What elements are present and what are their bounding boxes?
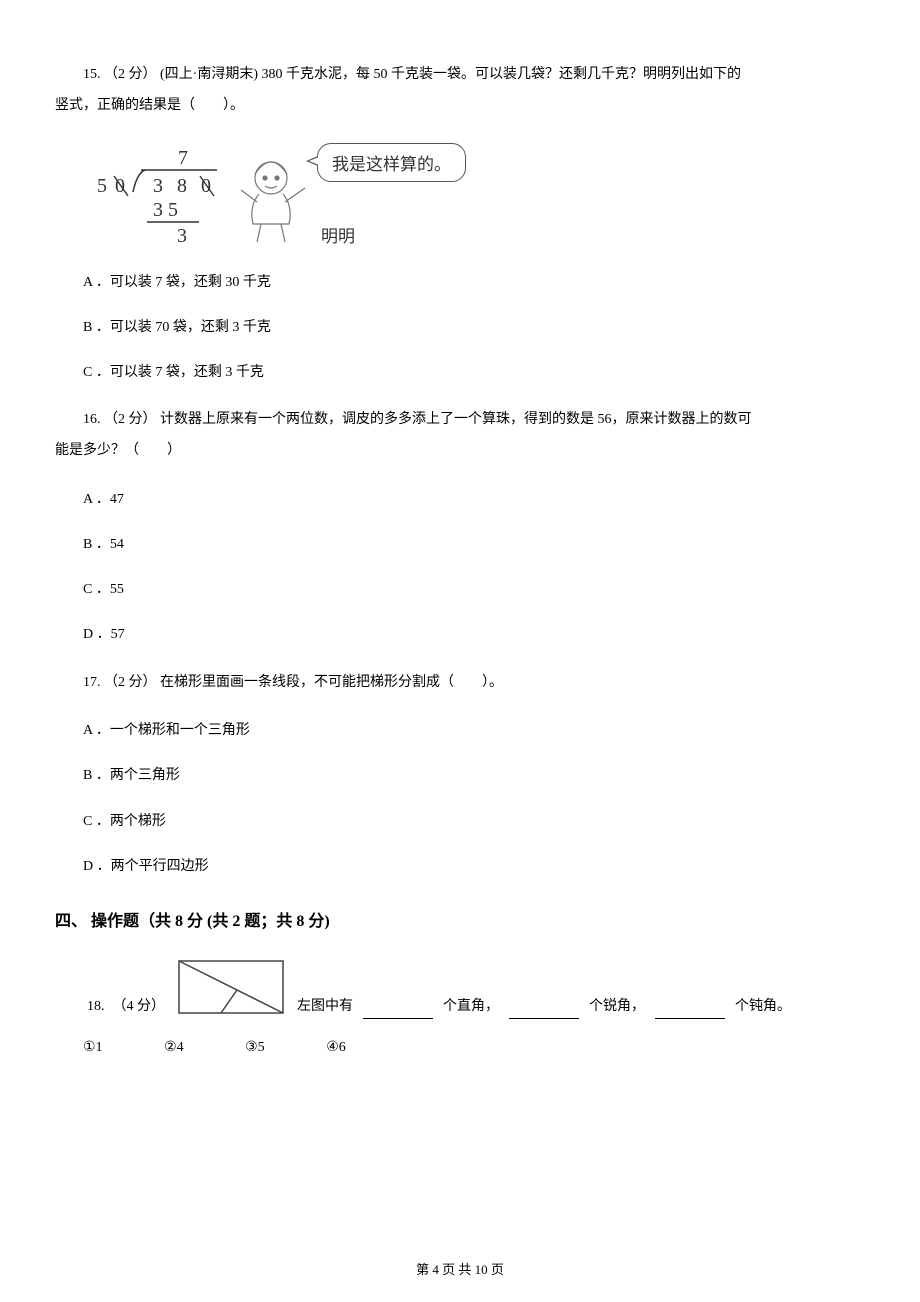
q18-opt2: ②4 <box>164 1040 184 1055</box>
dividend-0-strike: 0 <box>201 175 211 197</box>
child-name-label: 明明 <box>321 222 355 247</box>
q18-opt4: ④6 <box>326 1040 346 1055</box>
q18-figure <box>173 955 289 1019</box>
section4-title: 四、 操作题（共 8 分 (共 2 题；共 8 分) <box>55 907 865 931</box>
q16-points: （2 分） <box>104 412 157 427</box>
page-footer: 第 4 页 共 10 页 <box>0 1259 920 1278</box>
q17-label: 17. <box>83 675 101 690</box>
q16-option-b: B ．54 <box>83 532 865 557</box>
q18-blank3[interactable] <box>655 1005 725 1019</box>
q15-label: 15. <box>83 67 101 82</box>
dividend-3: 3 <box>153 175 163 197</box>
division-figure: 7 5 0 3 8 0 3 5 3 <box>87 140 227 250</box>
speech-bubble: 我是这样算的。 <box>317 143 466 182</box>
q15-stem-line1: 15. （2 分） (四上·南浔期末) 380 千克水泥，每 50 千克装一袋。… <box>55 60 865 91</box>
q17-option-a: A ．一个梯形和一个三角形 <box>83 718 865 743</box>
q16-option-c: C ．55 <box>83 577 865 602</box>
q17-stem-text: 在梯形里面画一条线段，不可能把梯形分割成（ ）。 <box>160 675 503 690</box>
q18-label: 18. <box>87 994 105 1019</box>
q17-option-c: C ．两个梯形 <box>83 809 865 834</box>
q16-stem-line1: 16. （2 分） 计数器上原来有一个两位数，调皮的多多添上了一个算珠，得到的数… <box>55 405 865 436</box>
q15-option-b: B ．可以装 70 袋，还剩 3 千克 <box>83 315 865 340</box>
q16-stem-line2: 能是多少？（ ） <box>55 436 865 467</box>
remainder-3: 3 <box>177 225 187 247</box>
q18-text-after: 个钝角。 <box>735 994 791 1019</box>
q15-stem-line2: 竖式，正确的结果是（ ）。 <box>55 91 865 122</box>
q18-opt1: ①1 <box>83 1040 103 1055</box>
q15-stem-text1: 380 千克水泥，每 50 千克装一袋。可以装几袋？还剩几千克？明明列出如下的 <box>262 67 742 82</box>
sub-35: 3 5 <box>153 199 178 221</box>
q16-stem-text1: 计数器上原来有一个两位数，调皮的多多添上了一个算珠，得到的数是 56，原来计数器… <box>160 412 752 427</box>
q18-blank2[interactable] <box>509 1005 579 1019</box>
q18-opt3: ③5 <box>245 1040 265 1055</box>
document-page: 15. （2 分） (四上·南浔期末) 380 千克水泥，每 50 千克装一袋。… <box>0 0 920 1302</box>
q18-blank1[interactable] <box>363 1005 433 1019</box>
q15-points: （2 分） <box>104 67 157 82</box>
q16-option-a: A ．47 <box>83 487 865 512</box>
q16-option-d: D ．57 <box>83 622 865 647</box>
q18-text-before: 左图中有 <box>297 994 353 1019</box>
q18-circled-options: ①1 ②4 ③5 ④6 <box>83 1039 865 1056</box>
q17-points: （2 分） <box>104 675 157 690</box>
speech-bubble-wrap: 我是这样算的。 明明 <box>317 143 466 247</box>
q15-source: (四上·南浔期末) <box>160 67 258 82</box>
q16-label: 16. <box>83 412 101 427</box>
divisor-0-strike: 0 <box>115 175 125 197</box>
q15-option-c: C ．可以装 7 袋，还剩 3 千克 <box>83 360 865 385</box>
divisor-5: 5 <box>97 175 107 197</box>
q17-option-b: B ．两个三角形 <box>83 763 865 788</box>
q17-stem: 17. （2 分） 在梯形里面画一条线段，不可能把梯形分割成（ ）。 <box>55 668 865 699</box>
q18-row: 18. （4 分） 左图中有 个直角， 个锐角， 个钝角。 <box>87 955 865 1019</box>
q18-text-mid1: 个直角， <box>443 994 499 1019</box>
q18-text-mid2: 个锐角， <box>589 994 645 1019</box>
q15-option-a: A ．可以装 7 袋，还剩 30 千克 <box>83 270 865 295</box>
q17-option-d: D ．两个平行四边形 <box>83 854 865 879</box>
dividend-8: 8 <box>177 175 187 197</box>
q15-figure-block: 7 5 0 3 8 0 3 5 3 <box>87 140 865 250</box>
q18-points: （4 分） <box>113 994 166 1019</box>
quotient-7: 7 <box>178 147 188 169</box>
